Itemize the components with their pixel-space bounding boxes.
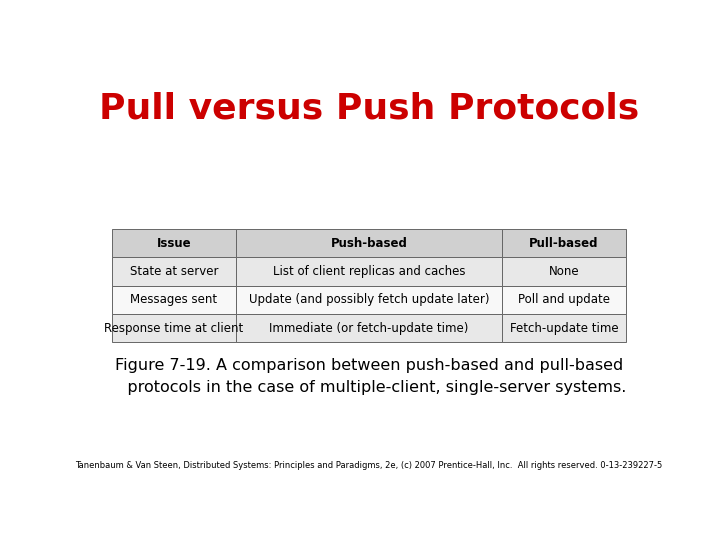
Bar xyxy=(503,314,626,342)
Text: Pull-based: Pull-based xyxy=(529,237,599,249)
Text: Figure 7-19. A comparison between push-based and pull-based
   protocols in the : Figure 7-19. A comparison between push-b… xyxy=(112,358,626,395)
Bar xyxy=(112,229,235,258)
Text: State at server: State at server xyxy=(130,265,218,278)
Bar xyxy=(235,286,503,314)
Text: Response time at client: Response time at client xyxy=(104,321,243,334)
Text: Push-based: Push-based xyxy=(330,237,408,249)
Bar xyxy=(112,314,235,342)
Bar xyxy=(235,258,503,286)
Text: List of client replicas and caches: List of client replicas and caches xyxy=(273,265,465,278)
Text: Issue: Issue xyxy=(157,237,192,249)
Text: Tanenbaum & Van Steen, Distributed Systems: Principles and Paradigms, 2e, (c) 20: Tanenbaum & Van Steen, Distributed Syste… xyxy=(76,461,662,470)
Bar xyxy=(503,229,626,258)
Text: Update (and possibly fetch update later): Update (and possibly fetch update later) xyxy=(248,293,490,306)
Bar xyxy=(235,314,503,342)
Bar xyxy=(112,258,235,286)
Bar xyxy=(112,286,235,314)
Bar xyxy=(503,258,626,286)
Text: Poll and update: Poll and update xyxy=(518,293,610,306)
Text: Messages sent: Messages sent xyxy=(130,293,217,306)
Text: None: None xyxy=(549,265,580,278)
Bar xyxy=(235,229,503,258)
Bar xyxy=(503,286,626,314)
Text: Pull versus Push Protocols: Pull versus Push Protocols xyxy=(99,92,639,126)
Text: Immediate (or fetch-update time): Immediate (or fetch-update time) xyxy=(269,321,469,334)
Text: Fetch-update time: Fetch-update time xyxy=(510,321,618,334)
